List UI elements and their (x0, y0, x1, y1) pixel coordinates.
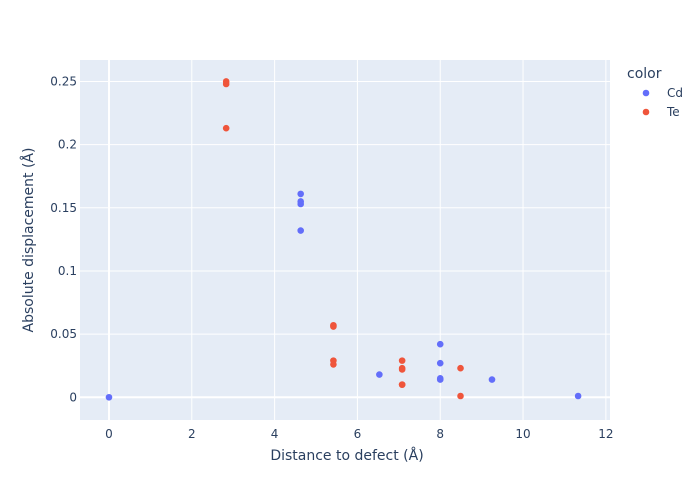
x-tick-label: 0 (105, 427, 113, 441)
data-point-te[interactable] (398, 381, 406, 388)
legend-item-cd[interactable]: Cd (642, 86, 683, 100)
x-tick-label: 8 (436, 427, 444, 441)
data-point-te[interactable] (222, 124, 230, 132)
data-point-cd[interactable] (488, 376, 496, 383)
data-points (105, 78, 582, 401)
legend-label-cd: Cd (667, 86, 683, 100)
data-point-cd[interactable] (297, 227, 304, 234)
x-tick-label: 10 (515, 427, 530, 441)
data-point-cd[interactable] (105, 393, 113, 401)
y-axis-title: Absolute displacement (Å) (20, 148, 37, 333)
y-tick-label: 0 (69, 390, 77, 404)
plot-area (80, 60, 610, 420)
data-point-te[interactable] (457, 392, 464, 400)
data-point-te[interactable] (398, 357, 406, 364)
data-point-te[interactable] (330, 361, 337, 368)
y-tick-label: 0.15 (50, 201, 77, 215)
legend-item-te[interactable]: Te (642, 105, 680, 119)
y-tick-label: 0.1 (58, 264, 77, 278)
data-point-te[interactable] (222, 80, 230, 88)
data-point-cd[interactable] (297, 190, 304, 198)
legend-marker-cd (642, 89, 650, 97)
tick-labels: 0 2 4 6 8 10 12 0 0.05 0.1 0.15 0.2 0.25 (50, 74, 613, 441)
x-tick-label: 2 (188, 427, 196, 441)
x-tick-label: 4 (271, 427, 279, 441)
x-tick-label: 6 (354, 427, 362, 441)
x-axis-title: Distance to defect (Å) (270, 447, 423, 464)
grid-lines (80, 60, 610, 420)
data-point-cd[interactable] (436, 376, 444, 383)
data-point-te[interactable] (398, 366, 406, 373)
legend-title: color (627, 66, 662, 82)
data-point-te[interactable] (330, 323, 337, 330)
y-tick-label: 0.2 (58, 138, 77, 152)
legend-label-te: Te (666, 105, 680, 119)
y-tick-label: 0.05 (50, 327, 77, 341)
data-point-cd[interactable] (436, 340, 444, 348)
legend: color Cd Te (627, 66, 683, 119)
data-point-cd[interactable] (436, 359, 444, 367)
data-point-cd[interactable] (376, 371, 383, 378)
y-tick-label: 0.25 (50, 74, 77, 88)
x-tick-label: 12 (598, 427, 613, 441)
data-point-cd[interactable] (297, 200, 304, 208)
data-point-cd[interactable] (574, 392, 582, 400)
data-point-te[interactable] (457, 364, 464, 372)
legend-marker-te (642, 108, 650, 116)
